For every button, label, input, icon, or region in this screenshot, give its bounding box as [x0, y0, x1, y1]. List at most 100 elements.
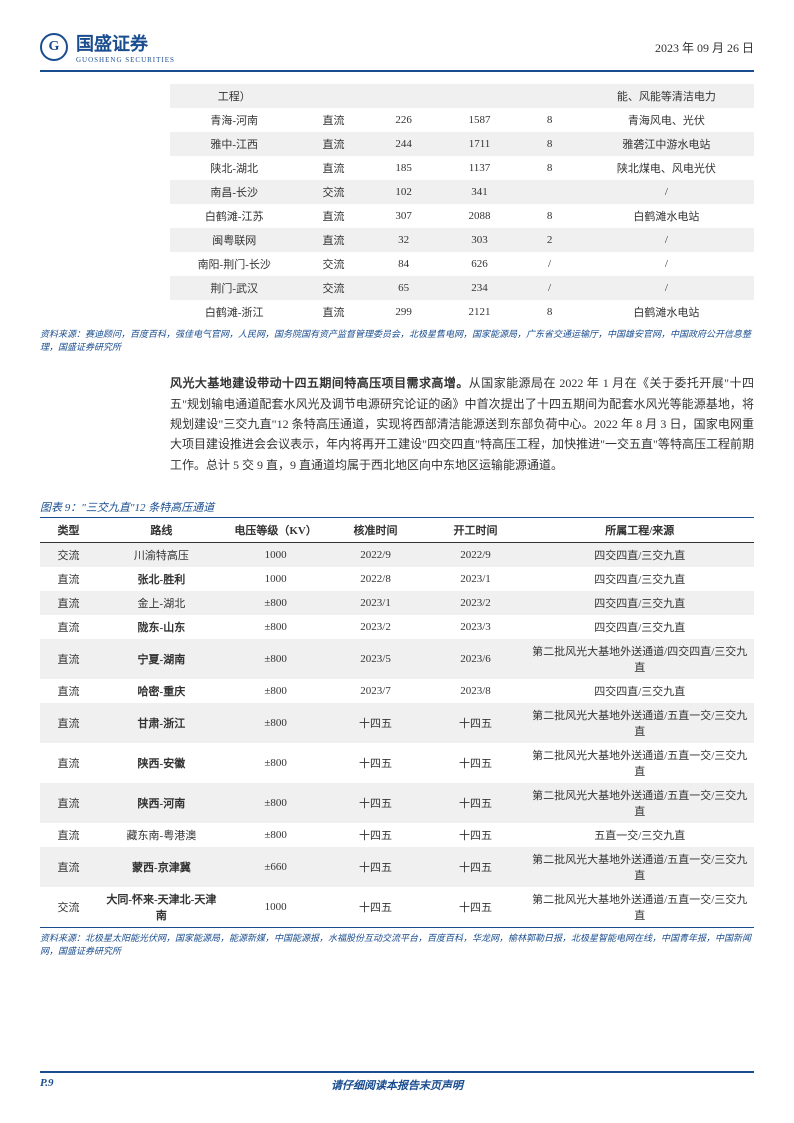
company-name: 国盛证券 [76, 30, 175, 56]
table-cell: 2023/3 [426, 615, 526, 639]
table-cell: 十四五 [426, 887, 526, 928]
table-cell: 十四五 [326, 887, 426, 928]
table-row: 直流蒙西-京津冀±660十四五十四五第二批风光大基地外送通道/五直一交/三交九直 [40, 847, 754, 887]
para-body: 从国家能源局在 2022 年 1 月在《关于委托开展"十四五"规划输电通道配套水… [170, 376, 754, 472]
table-row: 直流甘肃-浙江±800十四五十四五第二批风光大基地外送通道/五直一交/三交九直 [40, 703, 754, 743]
table-row: 南昌-长沙交流102341/ [170, 180, 754, 204]
table-cell: 8 [520, 204, 578, 228]
table-row: 雅中-江西直流24417118雅砻江中游水电站 [170, 132, 754, 156]
table-cell: ±800 [226, 743, 326, 783]
table-cell [369, 84, 439, 108]
table-cell: / [520, 276, 578, 300]
table-cell: 十四五 [326, 847, 426, 887]
table-row: 白鹤滩-浙江直流29921218白鹤滩水电站 [170, 300, 754, 324]
table-cell: 185 [369, 156, 439, 180]
table-cell: 1000 [226, 543, 326, 568]
table-cell: 直流 [40, 703, 97, 743]
table-row: 直流金上-湖北±8002023/12023/2四交四直/三交九直 [40, 591, 754, 615]
table-cell: 交流 [298, 252, 368, 276]
table-cell: 直流 [40, 639, 97, 679]
table-row: 直流哈密-重庆±8002023/72023/8四交四直/三交九直 [40, 679, 754, 703]
table-cell: 陇东-山东 [97, 615, 226, 639]
table-row: 交流川渝特高压10002022/92022/9四交四直/三交九直 [40, 543, 754, 568]
table-cell: 341 [439, 180, 521, 204]
column-header: 核准时间 [326, 518, 426, 543]
table-cell: 1587 [439, 108, 521, 132]
table-cell: 直流 [298, 132, 368, 156]
table-cell: 8 [520, 156, 578, 180]
table-cell: ±800 [226, 823, 326, 847]
page-footer: P.9 请仔细阅读本报告末页声明 [40, 1071, 754, 1093]
table-row: 直流宁夏-湖南±8002023/52023/6第二批风光大基地外送通道/四交四直… [40, 639, 754, 679]
table-cell: 宁夏-湖南 [97, 639, 226, 679]
table-cell: 白鹤滩-浙江 [170, 300, 298, 324]
table-cell: 8 [520, 300, 578, 324]
table-cell: 甘肃-浙江 [97, 703, 226, 743]
table-cell: 交流 [40, 887, 97, 928]
table-cell: 交流 [298, 276, 368, 300]
table-cell: 直流 [298, 300, 368, 324]
table1-source: 资料来源：赛迪顾问，百度百科，强佳电气官网，人民网，国务院国有资产监督管理委员会… [40, 328, 754, 353]
table-cell: 哈密-重庆 [97, 679, 226, 703]
analysis-paragraph: 风光大基地建设带动十四五期间特高压项目需求高增。从国家能源局在 2022 年 1… [170, 373, 754, 475]
table-row: 直流陕西-河南±800十四五十四五第二批风光大基地外送通道/五直一交/三交九直 [40, 783, 754, 823]
table-cell: 闽粤联网 [170, 228, 298, 252]
table-cell [298, 84, 368, 108]
table-cell: 65 [369, 276, 439, 300]
column-header: 所属工程/来源 [525, 518, 754, 543]
table-cell: 102 [369, 180, 439, 204]
table-cell: ±800 [226, 783, 326, 823]
table-cell: 藏东南-粤港澳 [97, 823, 226, 847]
table-cell: ±800 [226, 615, 326, 639]
table-cell: 直流 [40, 823, 97, 847]
table-cell: 陕北-湖北 [170, 156, 298, 180]
table-row: 白鹤滩-江苏直流30720888白鹤滩水电站 [170, 204, 754, 228]
table-cell: 四交四直/三交九直 [525, 567, 754, 591]
para-lead: 风光大基地建设带动十四五期间特高压项目需求高增。 [170, 376, 469, 390]
table-cell: 直流 [40, 847, 97, 887]
table-cell: 交流 [298, 180, 368, 204]
table-cell: 十四五 [326, 743, 426, 783]
table-cell: / [520, 252, 578, 276]
table-cell: 1711 [439, 132, 521, 156]
table-cell: 五直一交/三交九直 [525, 823, 754, 847]
table-cell: 直流 [40, 679, 97, 703]
table-row: 工程）能、风能等清洁电力 [170, 84, 754, 108]
table-cell: 2023/7 [326, 679, 426, 703]
table-cell: 2023/8 [426, 679, 526, 703]
table-cell: 8 [520, 132, 578, 156]
report-date: 2023 年 09 月 26 日 [655, 39, 754, 56]
table-row: 直流藏东南-粤港澳±800十四五十四五五直一交/三交九直 [40, 823, 754, 847]
table-cell: 直流 [40, 591, 97, 615]
table-cell: 青海-河南 [170, 108, 298, 132]
table-cell: 陕西-河南 [97, 783, 226, 823]
table-row: 青海-河南直流22615878青海风电、光伏 [170, 108, 754, 132]
table-cell: 直流 [40, 567, 97, 591]
table-cell: 2023/1 [426, 567, 526, 591]
table-cell: 交流 [40, 543, 97, 568]
table-cell: 白鹤滩水电站 [579, 204, 754, 228]
table-cell: 四交四直/三交九直 [525, 679, 754, 703]
table-cell: 十四五 [326, 823, 426, 847]
transmission-projects-table: 工程）能、风能等清洁电力青海-河南直流22615878青海风电、光伏雅中-江西直… [170, 84, 754, 324]
table-cell: 1000 [226, 887, 326, 928]
table-cell: 2 [520, 228, 578, 252]
table-cell: 第二批风光大基地外送通道/四交四直/三交九直 [525, 639, 754, 679]
table-cell: 十四五 [426, 783, 526, 823]
table-cell: 直流 [298, 156, 368, 180]
table-cell: ±660 [226, 847, 326, 887]
table-cell: 直流 [298, 204, 368, 228]
table-cell: 307 [369, 204, 439, 228]
table-cell: 第二批风光大基地外送通道/五直一交/三交九直 [525, 887, 754, 928]
table-cell [439, 84, 521, 108]
logo-block: G 国盛证券 GUOSHENG SECURITIES [40, 30, 175, 64]
table-cell: 299 [369, 300, 439, 324]
table-cell: 1137 [439, 156, 521, 180]
table-row: 南阳-荆门-长沙交流84626// [170, 252, 754, 276]
table-cell: 2022/9 [426, 543, 526, 568]
table-cell: 第二批风光大基地外送通道/五直一交/三交九直 [525, 783, 754, 823]
table-cell [520, 84, 578, 108]
table-cell: ±800 [226, 703, 326, 743]
table-row: 闽粤联网直流323032/ [170, 228, 754, 252]
table-cell: 四交四直/三交九直 [525, 615, 754, 639]
